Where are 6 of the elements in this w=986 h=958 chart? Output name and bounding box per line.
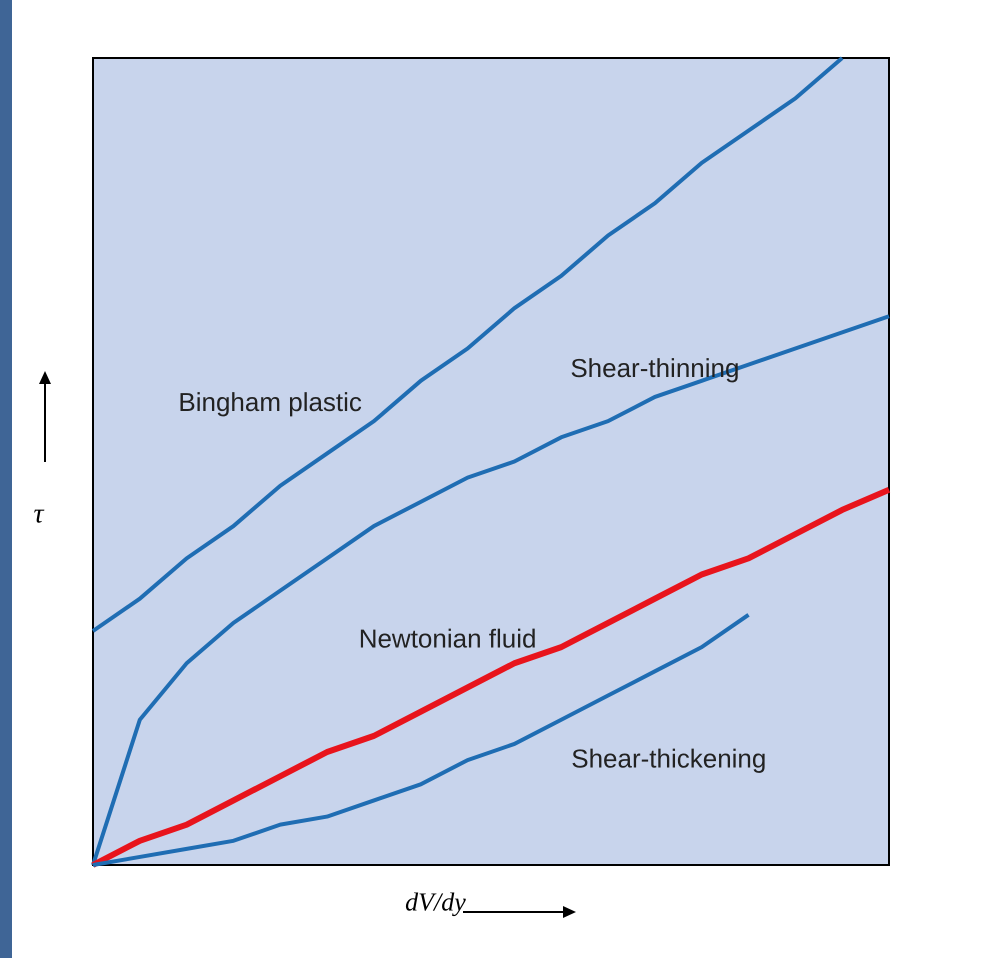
series-label: Shear-thickening (571, 744, 766, 774)
x-axis-title: dV/dy (405, 888, 466, 916)
series-label: Bingham plastic (178, 387, 362, 418)
y-axis-title: τ (33, 498, 44, 530)
series-label: Shear-thinning (570, 352, 740, 383)
series-label: Newtonian fluid (358, 623, 536, 654)
